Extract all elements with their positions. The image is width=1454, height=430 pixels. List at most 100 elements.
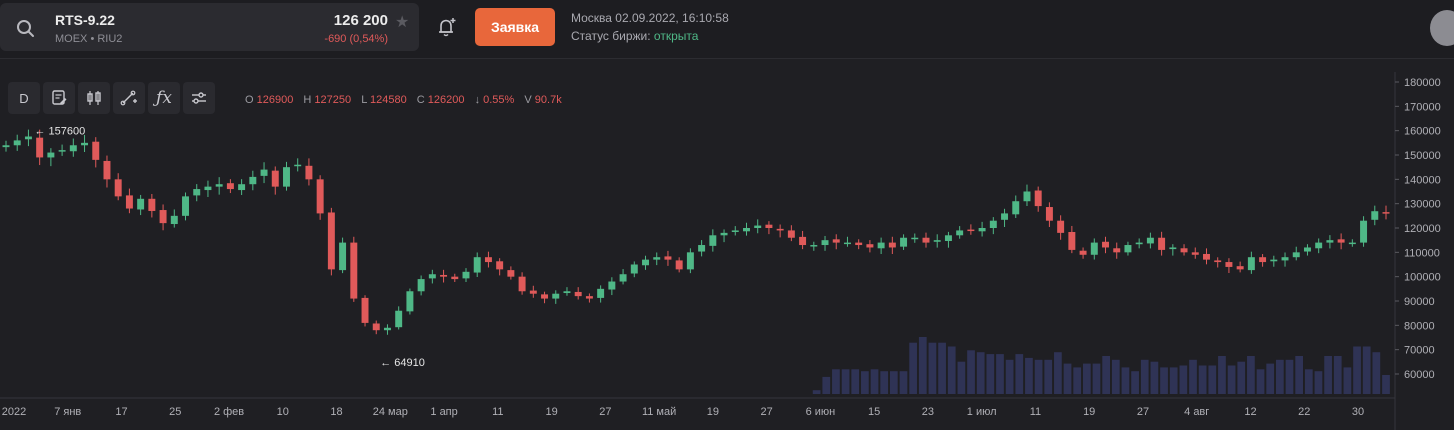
- candle: [2, 145, 10, 148]
- volume-bar: [938, 342, 946, 394]
- candle: [944, 235, 952, 242]
- x-tick-label: 1 апр: [430, 406, 457, 418]
- volume-bar: [861, 371, 869, 394]
- candle: [1169, 247, 1177, 250]
- volume-bar: [1092, 363, 1101, 394]
- interval-button[interactable]: D: [8, 82, 40, 114]
- candle: [473, 257, 481, 273]
- volume-bar: [899, 371, 908, 394]
- x-tick-label: 19: [1083, 406, 1095, 418]
- candle: [1068, 232, 1076, 250]
- candle: [103, 160, 111, 180]
- search-icon: [17, 20, 34, 37]
- x-tick-label: 11 май: [642, 406, 676, 418]
- candle: [1124, 245, 1132, 253]
- low-annotation: ← 64910: [380, 357, 425, 369]
- candle: [630, 264, 638, 274]
- candle: [182, 196, 189, 216]
- order-button[interactable]: Заявка: [475, 8, 555, 46]
- candle: [215, 184, 223, 187]
- volume-bar: [1198, 365, 1207, 394]
- candles-icon[interactable]: [78, 82, 110, 114]
- open-value: 126900: [256, 94, 294, 106]
- candle: [877, 242, 885, 249]
- candle: [484, 257, 492, 263]
- candle: [855, 242, 863, 246]
- candle: [765, 224, 773, 228]
- x-tick-label: 4 авг: [1184, 406, 1209, 418]
- chart-toolbar: D ƒx: [8, 82, 215, 116]
- candle: [585, 296, 593, 299]
- candle: [440, 274, 448, 277]
- candle: [933, 240, 941, 242]
- candle: [720, 232, 728, 236]
- ticker-selector[interactable]: RTS-9.22 MOEX • RIU2 126 200 -690 (0,54%…: [0, 3, 419, 51]
- candle: [92, 141, 100, 160]
- close-label: C: [416, 94, 425, 106]
- candle: [69, 145, 77, 152]
- notes-icon[interactable]: [43, 82, 75, 114]
- x-tick-label: 7 янв: [54, 406, 81, 418]
- candle: [350, 242, 358, 299]
- candle: [967, 229, 975, 232]
- volume-bar: [1237, 361, 1246, 394]
- indicators-icon[interactable]: ƒx: [148, 82, 180, 114]
- candle: [451, 276, 459, 280]
- x-tick-label: 15: [868, 406, 880, 418]
- candle: [1303, 247, 1311, 252]
- candle: [743, 228, 750, 232]
- candle: [193, 189, 201, 196]
- exchange-status: Статус биржи: открыта: [571, 29, 698, 43]
- volume-bar: [1353, 346, 1361, 394]
- avatar[interactable]: [1430, 10, 1454, 46]
- candle: [1023, 191, 1031, 202]
- volume-bar: [1102, 356, 1110, 394]
- y-tick-label: 70000: [1404, 345, 1435, 357]
- volume-bar: [1063, 363, 1072, 394]
- volume-bar: [1218, 356, 1226, 394]
- bell-icon[interactable]: [436, 16, 458, 38]
- candle: [1326, 240, 1334, 243]
- volume-bar: [1005, 359, 1014, 394]
- candle: [305, 165, 313, 180]
- x-tick-label: 1 июл: [967, 406, 997, 418]
- exchange-label: MOEX • RIU2: [55, 33, 123, 45]
- volume-bar: [1208, 365, 1217, 394]
- candle: [1382, 212, 1390, 214]
- volume-bar: [822, 376, 831, 394]
- candle: [383, 327, 391, 331]
- candle: [507, 270, 515, 277]
- price-chart[interactable]: 180000 170000 160000 150000 140000 130000 1200…: [0, 72, 1454, 430]
- draw-tool-icon[interactable]: [113, 82, 145, 114]
- settings-sliders-icon[interactable]: [183, 82, 215, 114]
- volume-bar: [1169, 367, 1178, 394]
- y-tick-label: 90000: [1404, 296, 1435, 308]
- volume-value: 90.7k: [534, 94, 562, 106]
- x-tick-label: 11: [1030, 406, 1041, 418]
- y-tick-label: 160000: [1404, 126, 1441, 138]
- volume-bar: [1131, 371, 1139, 394]
- candle: [754, 225, 762, 228]
- volume-bar: [1304, 369, 1313, 394]
- candle: [608, 281, 616, 290]
- y-tick-label: 80000: [1404, 320, 1435, 332]
- volume-bar: [1295, 356, 1304, 394]
- y-tick-label: 170000: [1404, 101, 1441, 113]
- low-value: 124580: [369, 94, 407, 106]
- volume-bar: [1111, 359, 1120, 394]
- star-icon[interactable]: ★: [395, 14, 410, 31]
- candle: [518, 276, 526, 292]
- candle: [260, 169, 268, 176]
- x-tick-label: 23: [922, 406, 934, 418]
- volume-bar: [870, 369, 879, 394]
- candle: [552, 293, 560, 299]
- volume-bar: [976, 352, 985, 394]
- candle: [1079, 250, 1087, 255]
- chart-background: [0, 72, 1454, 430]
- candle: [1315, 242, 1323, 249]
- candle: [159, 210, 167, 224]
- x-tick-label: 2 фев: [214, 406, 244, 418]
- candle: [170, 215, 178, 225]
- candle: [686, 252, 694, 270]
- candle: [888, 242, 896, 248]
